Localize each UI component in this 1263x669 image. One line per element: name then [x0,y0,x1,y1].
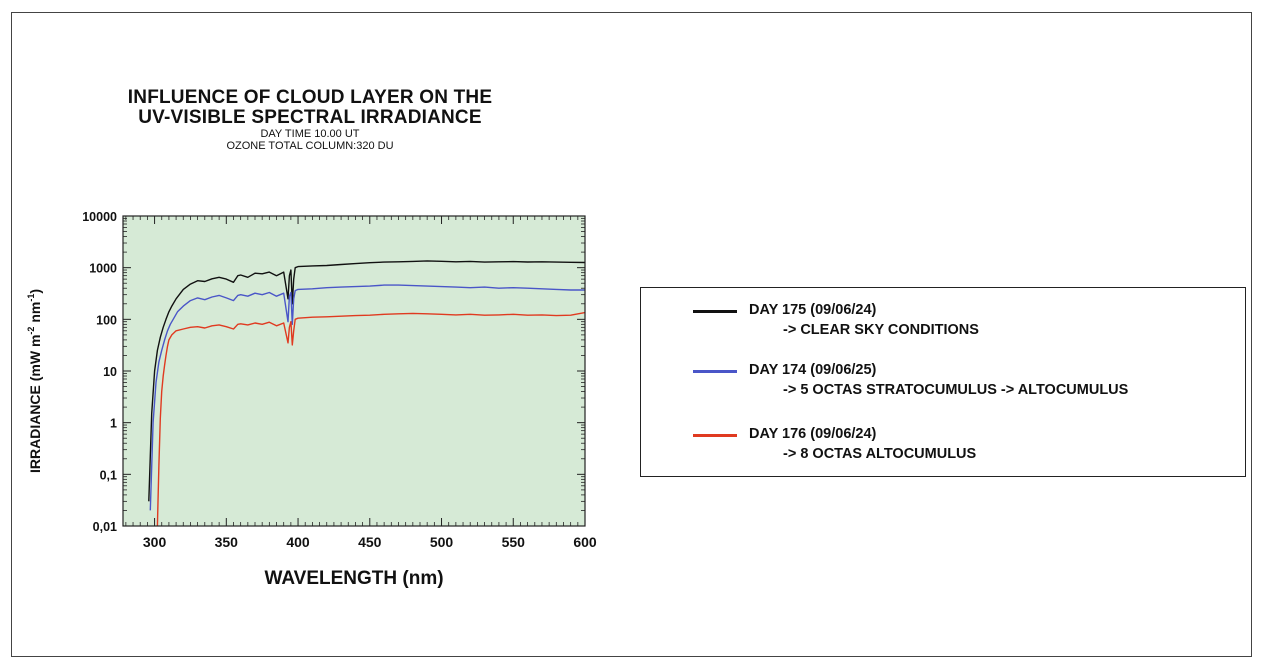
y-tick-label: 1000 [89,262,117,276]
legend-desc-day175: -> CLEAR SKY CONDITIONS [783,322,979,338]
chart-title-line2: UV-VISIBLE SPECTRAL IRRADIANCE [138,107,482,128]
chart-titles: INFLUENCE OF CLOUD LAYER ON THE UV-VISIB… [120,87,500,153]
y-axis-label-main: IRRADIANCE (mW m [27,335,43,473]
legend-desc-day174: -> 5 OCTAS STRATOCUMULUS -> ALTOCUMULUS [783,382,1129,398]
x-tick-label: 400 [286,534,310,550]
x-tick-label: 550 [502,534,526,550]
y-axis-label: IRRADIANCE (mW m-2 nm-1) [26,289,43,473]
series-layer [148,260,586,527]
y-tick-label: 100 [96,313,117,327]
y-axis-label-sup1: -2 [26,327,36,335]
y-tick-label: 10 [103,365,117,379]
legend-swatch-day176 [693,434,737,437]
y-tick-label: 1 [110,417,117,431]
x-tick-label: 450 [358,534,382,550]
figure-frame [11,12,1252,657]
chart-subtitle2: OZONE TOTAL COLUMN:320 DU [226,140,394,152]
series-line-1 [149,284,585,511]
series-line-2 [156,311,586,527]
chart-subtitle: DAY TIME 10.00 UT [260,128,360,140]
x-axis-label: WAVELENGTH (nm) [264,568,443,589]
y-tick-label: 0,01 [93,520,117,534]
y-axis-label-end: ) [27,289,43,294]
legend-desc-day176: -> 8 OCTAS ALTOCUMULUS [783,446,977,462]
y-tick-label: 0,1 [100,468,117,482]
legend-swatch-day174 [693,370,737,373]
x-tick-label: 350 [215,534,239,550]
y-tick-label: 10000 [82,210,117,224]
x-tick-label: 300 [143,534,167,550]
y-axis-label-sup2: -1 [26,294,36,302]
legend-name-day174: DAY 174 (09/06/25) [749,362,877,378]
legend-name-day176: DAY 176 (09/06/24) [749,426,877,442]
chart-title-line1: INFLUENCE OF CLOUD LAYER ON THE [127,87,493,108]
legend-swatch-day175 [693,310,737,313]
x-tick-label: 600 [573,534,597,550]
axes-layer: 300 350 400 450 500 550 600 0,01 0,1 1 10 100 1000 10… [82,210,597,550]
x-tick-label: 500 [430,534,454,550]
series-line-0 [148,260,586,502]
legend-name-day175: DAY 175 (09/06/24) [749,302,877,318]
y-axis-label-mid: nm [27,302,43,327]
plot-area [123,216,585,526]
legend: DAY 175 (09/06/24) -> CLEAR SKY CONDITIO… [640,287,1246,477]
